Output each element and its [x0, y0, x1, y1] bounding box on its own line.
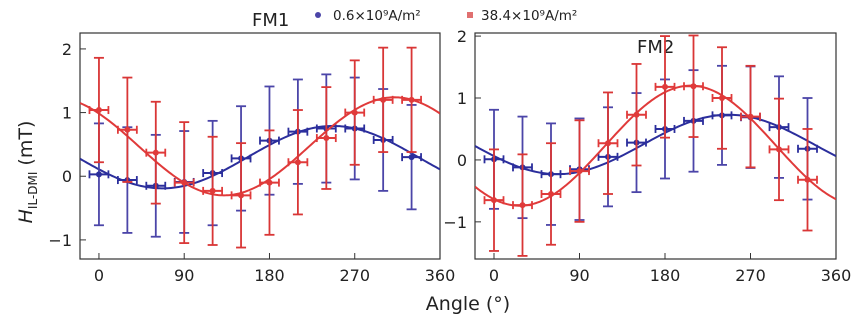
x-tick-label: 180	[254, 266, 285, 285]
data-point	[605, 140, 611, 147]
data-point	[95, 107, 102, 114]
y-tick-label: 1	[62, 104, 72, 123]
data-point	[95, 171, 102, 178]
series-high-current	[80, 46, 440, 249]
data-point	[747, 113, 754, 120]
x-tick-label: 360	[425, 266, 456, 285]
data-point	[152, 149, 159, 156]
y-tick-label: 0	[457, 151, 467, 170]
plot-frame	[79, 32, 441, 260]
x-tick-label: 180	[650, 266, 681, 285]
y-axis-label: HIL-DMI (mT)	[15, 121, 40, 224]
data-point	[323, 135, 330, 142]
x-tick-label: 270	[735, 266, 766, 285]
fit-curve-low-current	[80, 124, 440, 190]
data-point	[776, 146, 782, 153]
legend: 0.6×10⁹A/m² 38.4×10⁹A/m²	[315, 8, 577, 24]
panel-title-fm2: FM2	[637, 37, 674, 58]
data-point	[351, 109, 358, 116]
data-point	[181, 179, 188, 186]
legend-marker-low-current	[315, 12, 321, 18]
data-point	[266, 179, 273, 186]
data-point	[408, 154, 415, 161]
data-point	[209, 187, 216, 194]
data-point	[804, 176, 811, 183]
x-tick-label: 90	[569, 266, 589, 285]
fit-curve-high-current	[475, 84, 836, 207]
data-point	[294, 159, 301, 166]
y-tick-label: 0	[62, 167, 72, 186]
data-point	[690, 83, 697, 90]
y-tick-label: −1	[48, 231, 72, 250]
fit-curve-low-current	[475, 113, 836, 176]
legend-label-low-current: 0.6×10⁹A/m²	[333, 8, 421, 24]
data-point	[124, 126, 131, 133]
legend-marker-high-current	[467, 12, 473, 18]
plot-frame	[474, 32, 837, 260]
data-point	[548, 190, 554, 197]
y-axis-label-subscript: IL-DMI	[26, 172, 40, 209]
y-tick-label: 1	[457, 89, 467, 108]
data-point	[576, 168, 583, 175]
panel-title-fm1: FM1	[252, 10, 289, 31]
data-point	[633, 111, 640, 118]
x-tick-label: 90	[174, 266, 194, 285]
x-tick-label: 270	[339, 266, 370, 285]
data-point	[662, 83, 668, 90]
data-point	[491, 197, 497, 204]
legend-label-high-current: 38.4×10⁹A/m²	[481, 8, 577, 24]
x-tick-label: 360	[821, 266, 852, 285]
panel-fm2: 0 90 180 270 360 −1 0 1 2	[443, 27, 851, 285]
y-axis-label-unit: (mT)	[15, 121, 37, 172]
panel-fm1: 0 90 180 270 360 −1 0 1 2	[48, 32, 456, 285]
data-point	[408, 96, 415, 103]
data-point	[519, 202, 526, 209]
y-axis-label-symbol: H	[15, 209, 37, 223]
data-point	[238, 192, 245, 199]
y-tick-label: −1	[443, 213, 467, 232]
series-high-current	[475, 34, 836, 257]
y-tick-label: 2	[457, 27, 467, 46]
data-point	[719, 95, 725, 102]
x-tick-label: 0	[94, 266, 104, 285]
x-axis-label: Angle (°)	[426, 293, 510, 315]
x-tick-label: 0	[489, 266, 499, 285]
data-point	[380, 96, 387, 103]
y-tick-label: 2	[62, 40, 72, 59]
